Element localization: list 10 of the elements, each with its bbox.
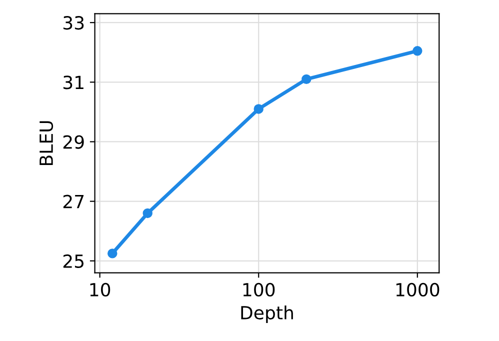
x-axis-title: Depth [241, 306, 293, 324]
y-axis-title: BLEU [40, 121, 54, 165]
y-tick-label: 29 [63, 135, 84, 149]
x-tick-label: 100 [243, 282, 275, 296]
y-tick-label: 33 [63, 16, 84, 30]
x-tick-label: 10 [90, 282, 110, 296]
y-tick-label: 25 [63, 254, 84, 268]
x-tick-label: 1000 [396, 282, 440, 296]
y-tick-label: 31 [63, 76, 84, 90]
y-tick-label: 27 [63, 194, 84, 208]
